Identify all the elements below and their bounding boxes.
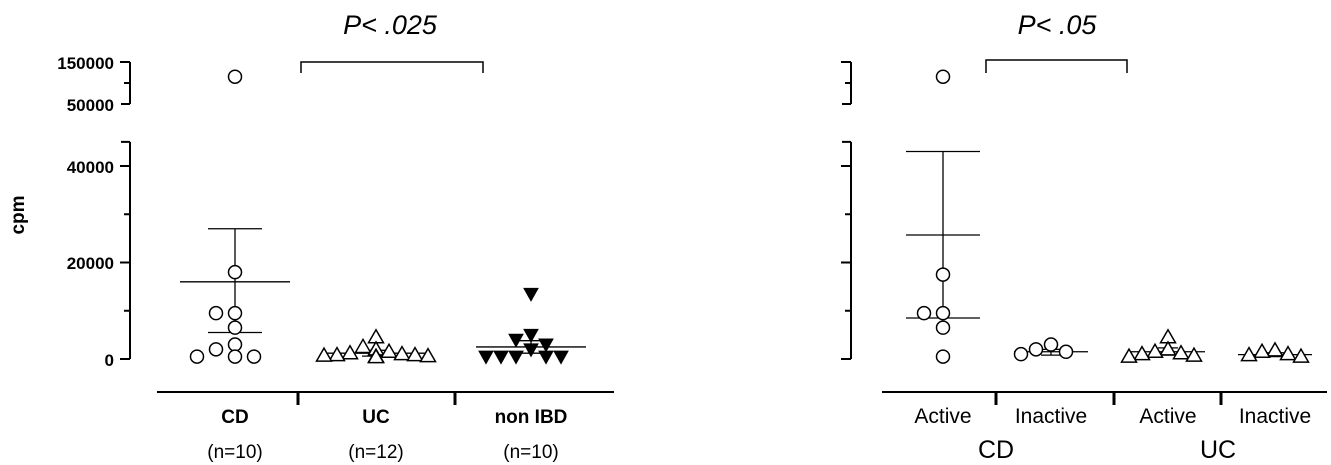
cd-inactive-point-0 bbox=[1043, 337, 1059, 352]
x-count-cd: (n=10) bbox=[207, 442, 262, 463]
cd-inactive-point-3 bbox=[1013, 346, 1029, 362]
uc-inactive-point-0 bbox=[1266, 341, 1284, 357]
x-group-cd: CD bbox=[978, 436, 1014, 464]
uc-inactive-point-1 bbox=[1253, 342, 1271, 359]
cd-inactive-point-2 bbox=[1058, 344, 1074, 360]
x-category-cd: CD bbox=[221, 407, 248, 428]
non-ibd-point-1 bbox=[523, 328, 539, 343]
x-count-non-ibd: (n=10) bbox=[503, 442, 558, 463]
p-value-left: P< .025 bbox=[343, 10, 438, 40]
uc-point-7 bbox=[406, 346, 424, 362]
uc-point-6 bbox=[328, 346, 346, 362]
right-significance-bracket bbox=[985, 59, 1128, 73]
y-tick-label-50000: 50000 bbox=[67, 96, 114, 115]
non-ibd-point-3 bbox=[538, 338, 554, 353]
cd-point-9 bbox=[189, 349, 205, 364]
uc-inactive-point-2 bbox=[1279, 345, 1297, 361]
non-ibd-point-5 bbox=[508, 350, 524, 365]
cd-active-point-0 bbox=[935, 69, 951, 84]
cd-active-point-2 bbox=[935, 305, 951, 321]
x-category-cd-inactive: Inactive bbox=[1015, 405, 1087, 428]
cd-active-point-1 bbox=[935, 267, 951, 282]
left-significance-bracket bbox=[300, 61, 484, 73]
cd-active-point-4 bbox=[935, 320, 951, 335]
non-ibd-point-7 bbox=[493, 350, 509, 365]
p-value-right: P< .05 bbox=[1018, 10, 1098, 40]
non-ibd-point-2 bbox=[508, 333, 524, 348]
y-tick-label-20000: 20000 bbox=[67, 254, 114, 273]
cd-point-4 bbox=[227, 320, 243, 335]
uc-point-1 bbox=[354, 337, 372, 354]
chart-marks bbox=[120, 59, 1327, 405]
cd-point-3 bbox=[208, 305, 224, 321]
y-tick-label-150000: 150000 bbox=[57, 54, 114, 73]
uc-point-9 bbox=[419, 347, 437, 363]
x-category-uc-active: Active bbox=[1139, 405, 1196, 428]
cd-point-6 bbox=[208, 342, 224, 357]
uc-point-8 bbox=[315, 346, 333, 362]
uc-point-5 bbox=[393, 345, 411, 361]
cd-point-1 bbox=[227, 264, 243, 280]
non-ibd-point-4 bbox=[523, 343, 539, 358]
x-category-uc-inactive: Inactive bbox=[1239, 405, 1311, 428]
uc-point-11 bbox=[367, 348, 385, 364]
cd-point-5 bbox=[227, 337, 243, 352]
uc-point-4 bbox=[341, 344, 359, 360]
y-tick-label-40000: 40000 bbox=[67, 158, 114, 177]
uc-point-3 bbox=[380, 342, 398, 359]
cd-active-point-5 bbox=[935, 349, 951, 364]
x-category-uc: UC bbox=[362, 407, 390, 428]
x-group-uc: UC bbox=[1200, 436, 1236, 464]
uc-active-point-1 bbox=[1159, 340, 1177, 356]
uc-active-point-3 bbox=[1172, 344, 1190, 360]
x-category-non-ibd: non IBD bbox=[495, 407, 568, 428]
uc-active-point-2 bbox=[1146, 342, 1164, 359]
uc-active-point-6 bbox=[1120, 347, 1138, 363]
cd-point-2 bbox=[227, 305, 243, 321]
y-tick-label-0: 0 bbox=[105, 351, 114, 370]
cd-active-point-3 bbox=[916, 305, 932, 321]
cd-inactive-point-1 bbox=[1028, 342, 1044, 357]
uc-inactive-point-4 bbox=[1292, 347, 1310, 363]
cd-point-0 bbox=[227, 69, 243, 84]
x-category-cd-active: Active bbox=[914, 405, 971, 428]
y-axis-label: cpm bbox=[8, 195, 29, 234]
x-count-uc: (n=12) bbox=[348, 442, 403, 463]
non-ibd-point-9 bbox=[478, 350, 494, 365]
cd-point-8 bbox=[246, 349, 262, 364]
non-ibd-point-8 bbox=[553, 350, 569, 365]
cd-point-7 bbox=[227, 349, 243, 364]
uc-inactive-point-3 bbox=[1240, 346, 1258, 362]
non-ibd-point-6 bbox=[538, 350, 554, 365]
non-ibd-point-0 bbox=[523, 287, 539, 302]
uc-active-point-4 bbox=[1133, 345, 1151, 361]
uc-active-point-5 bbox=[1185, 346, 1203, 362]
